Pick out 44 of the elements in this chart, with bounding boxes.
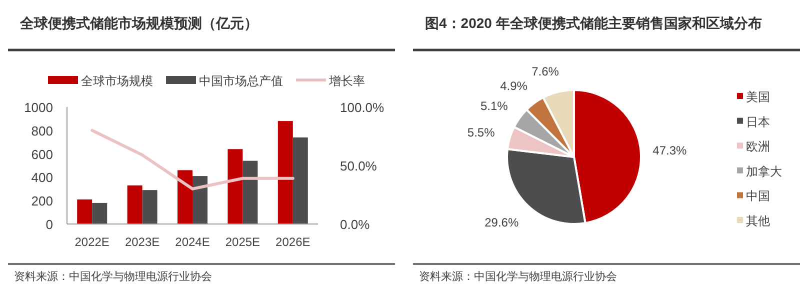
bar [228,149,243,224]
legend-label: 中国市场总产值 [199,74,283,88]
x-tick-label: 2025E [225,235,260,249]
y-tick-label: 1000 [24,100,53,115]
y2-tick-label: 100.0% [340,100,385,115]
chart-title: 图4：2020 年全球便携式储能主要销售国家和区域分布 [425,15,762,31]
y2-tick-label: 50.0% [340,158,378,174]
legend-label: 美国 [746,90,770,104]
bar [278,121,293,224]
bar [127,185,142,224]
y-tick-label: 0 [46,217,53,232]
legend-label: 增长率 [328,74,365,88]
data-label: 29.6% [484,215,519,230]
bar [92,202,108,224]
data-label: 5.1% [480,98,508,113]
x-tick-label: 2024E [175,235,210,249]
data-label: 7.6% [532,64,560,79]
legend-label: 全球市场规模 [81,74,153,88]
bar [292,137,308,224]
x-tick-label: 2023E [124,235,160,249]
data-label: 5.5% [467,125,496,140]
y-tick-label: 800 [31,123,53,138]
y-tick-label: 400 [31,170,53,186]
legend-label: 日本 [746,114,770,129]
y-tick-label: 600 [31,146,53,162]
legend-label: 欧洲 [746,140,770,154]
x-tick-label: 2022E [74,235,110,249]
legend-label: 其他 [746,214,770,228]
bar [77,199,92,224]
chart-title: 全球便携式储能市场规模预测（亿元） [19,15,258,31]
text: 资料来源：中国化学与物理电源行业协会 [14,270,212,283]
legend-label: 加拿大 [746,164,782,178]
data-label: 47.3% [652,143,688,158]
y2-tick-label: 0.0% [340,217,370,232]
y-tick-label: 200 [31,194,53,209]
bar [142,190,158,224]
text: 资料来源：中国化学与物理电源行业协会 [419,270,617,283]
x-tick-label: 2026E [276,235,310,249]
data-label: 4.9% [500,79,528,94]
bar [242,160,258,224]
bar [192,176,208,224]
legend-label: 中国 [746,189,770,204]
line-series [90,128,294,190]
bar [178,170,192,224]
